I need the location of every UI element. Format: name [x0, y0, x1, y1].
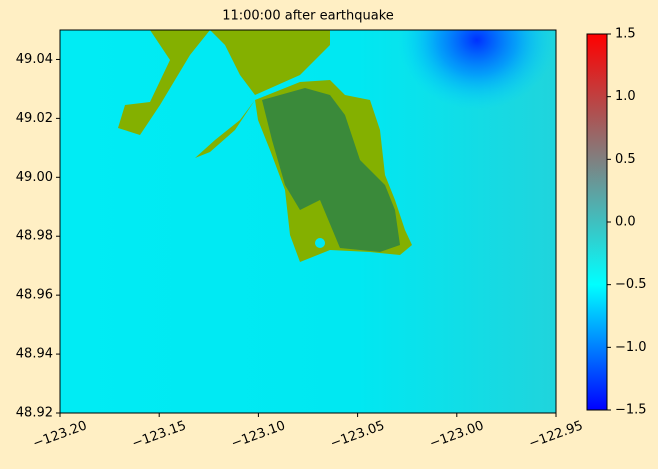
x-tick-label: −123.00 [428, 418, 486, 451]
y-tick-label: 48.96 [16, 288, 53, 303]
x-tick-label: −123.20 [31, 418, 89, 451]
colorbar-tick-label: −0.5 [615, 277, 647, 292]
y-tick-label: 48.94 [16, 347, 53, 362]
colorbar [586, 33, 608, 411]
colorbar-tick-label: 0.5 [615, 152, 636, 167]
colorbar-tick-label: −1.5 [615, 403, 647, 418]
x-tick-label: −123.15 [130, 418, 188, 451]
plot-frame [59, 29, 557, 414]
y-tick-label: 48.92 [16, 406, 53, 421]
chart-title: 11:00:00 after earthquake [222, 9, 394, 24]
colorbar-tick-label: 1.0 [615, 89, 636, 104]
colorbar-tick-label: 0.0 [615, 215, 636, 230]
x-tick-label: −122.95 [527, 418, 585, 451]
colorbar-tick-label: −1.0 [615, 340, 647, 355]
land-high [262, 88, 400, 252]
colorbar-tick-label: 1.5 [615, 27, 636, 42]
land [118, 30, 210, 135]
land [210, 30, 330, 95]
x-tick-label: −123.05 [329, 418, 387, 451]
x-tick-label: −123.10 [229, 418, 287, 451]
y-tick-label: 49.00 [16, 170, 53, 185]
y-tick-label: 48.98 [16, 229, 53, 244]
y-tick-label: 49.04 [16, 52, 53, 67]
y-tick-label: 49.02 [16, 111, 53, 126]
lake [315, 238, 325, 248]
plot-area [59, 29, 557, 414]
